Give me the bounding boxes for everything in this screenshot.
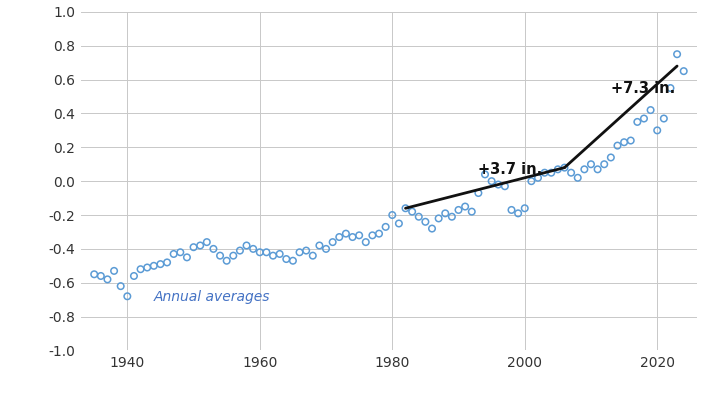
Point: [539, 169, 551, 176]
Point: [519, 205, 530, 211]
Point: [320, 246, 332, 252]
Point: [102, 276, 113, 282]
Point: [446, 213, 458, 220]
Point: [122, 293, 133, 299]
Point: [453, 207, 464, 213]
Point: [148, 263, 159, 269]
Point: [373, 230, 384, 237]
Point: [215, 253, 226, 259]
Point: [652, 127, 663, 133]
Point: [559, 164, 570, 171]
Point: [612, 143, 623, 149]
Point: [208, 246, 219, 252]
Point: [499, 183, 510, 189]
Point: [493, 181, 504, 188]
Point: [433, 215, 444, 222]
Point: [572, 175, 584, 181]
Point: [546, 169, 557, 176]
Point: [665, 85, 676, 91]
Point: [347, 234, 358, 240]
Point: [314, 242, 325, 249]
Point: [108, 268, 120, 274]
Point: [182, 254, 193, 261]
Point: [526, 178, 537, 185]
Text: +7.3 in.: +7.3 in.: [611, 82, 675, 96]
Point: [221, 257, 232, 264]
Point: [386, 212, 398, 218]
Point: [353, 232, 365, 238]
Point: [439, 210, 451, 217]
Point: [89, 271, 100, 278]
Point: [281, 256, 292, 262]
Point: [115, 283, 126, 289]
Point: [307, 253, 318, 259]
Point: [486, 178, 497, 185]
Point: [248, 246, 259, 252]
Point: [552, 166, 563, 173]
Point: [175, 249, 186, 255]
Point: [95, 273, 106, 279]
Point: [400, 205, 411, 211]
Point: [327, 239, 339, 245]
Point: [360, 239, 372, 245]
Point: [592, 166, 603, 173]
Point: [161, 259, 172, 266]
Point: [506, 207, 517, 213]
Point: [260, 249, 272, 255]
Point: [301, 248, 312, 254]
Point: [241, 242, 252, 249]
Point: [155, 261, 166, 267]
Point: [188, 244, 199, 250]
Point: [532, 175, 543, 181]
Point: [194, 242, 206, 249]
Point: [672, 51, 683, 57]
Point: [413, 213, 425, 220]
Text: +3.7 in.: +3.7 in.: [479, 162, 543, 177]
Point: [513, 210, 524, 217]
Point: [406, 208, 417, 215]
Point: [479, 171, 491, 177]
Point: [631, 119, 643, 125]
Point: [274, 251, 285, 257]
Point: [234, 248, 246, 254]
Point: [605, 154, 617, 161]
Point: [135, 266, 146, 272]
Point: [460, 204, 471, 210]
Point: [394, 220, 405, 227]
Point: [565, 169, 577, 176]
Point: [625, 137, 636, 144]
Point: [466, 208, 477, 215]
Point: [678, 68, 689, 74]
Point: [658, 115, 670, 122]
Point: [380, 224, 391, 230]
Point: [579, 166, 590, 173]
Point: [619, 139, 630, 145]
Point: [128, 273, 139, 279]
Point: [227, 253, 239, 259]
Point: [294, 249, 305, 255]
Point: [268, 253, 279, 259]
Point: [142, 265, 153, 271]
Point: [287, 257, 298, 264]
Text: Annual averages: Annual averages: [153, 290, 270, 304]
Point: [585, 161, 596, 168]
Point: [254, 249, 265, 255]
Point: [639, 115, 650, 122]
Point: [340, 230, 351, 237]
Point: [334, 234, 345, 240]
Point: [473, 190, 484, 196]
Point: [598, 161, 610, 168]
Point: [427, 225, 438, 232]
Point: [367, 232, 378, 238]
Point: [201, 239, 213, 245]
Point: [645, 107, 656, 113]
Point: [168, 251, 180, 257]
Point: [420, 219, 431, 225]
